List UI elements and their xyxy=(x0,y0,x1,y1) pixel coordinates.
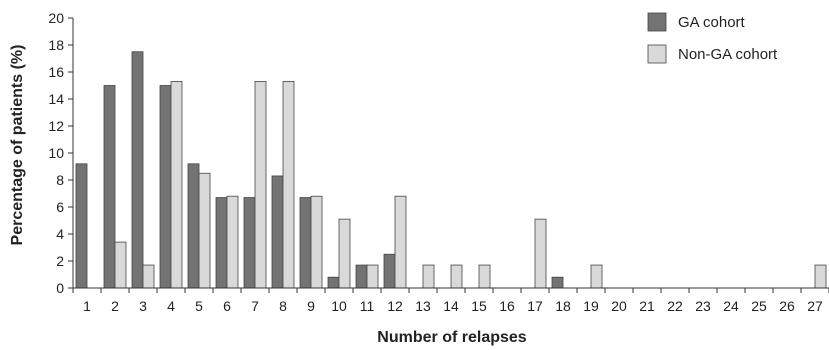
legend-label-non-ga: Non-GA cohort xyxy=(678,46,778,63)
bars-group xyxy=(75,51,827,289)
x-tick-label: 4 xyxy=(167,298,175,314)
bar-non-ga-cohort-5 xyxy=(198,172,211,289)
bar-non-ga-cohort-2 xyxy=(114,241,127,289)
y-tick-label: 16 xyxy=(48,64,64,80)
y-tick-label: 18 xyxy=(48,37,64,53)
x-tick-label: 14 xyxy=(443,298,459,314)
bar-ga-cohort-4 xyxy=(159,85,172,289)
x-tick-label: 21 xyxy=(639,298,655,314)
y-tick-label: 2 xyxy=(56,253,64,269)
legend: GA cohort Non-GA cohort xyxy=(647,12,778,64)
x-tick-label: 5 xyxy=(195,298,203,314)
x-tick-label: 18 xyxy=(555,298,571,314)
x-tick-label: 25 xyxy=(751,298,767,314)
y-tick-label: 10 xyxy=(48,145,64,161)
bar-ga-cohort-18 xyxy=(551,276,564,289)
bar-non-ga-cohort-10 xyxy=(338,218,351,289)
bar-ga-cohort-8 xyxy=(271,175,284,289)
x-tick-label: 6 xyxy=(223,298,231,314)
x-tick-label: 2 xyxy=(111,298,119,314)
legend-swatch-non-ga xyxy=(647,44,667,64)
bar-non-ga-cohort-8 xyxy=(282,81,295,289)
x-tick-label: 22 xyxy=(667,298,683,314)
x-tick-label: 7 xyxy=(251,298,259,314)
x-tick-label: 24 xyxy=(723,298,739,314)
legend-label-ga: GA cohort xyxy=(678,14,746,31)
x-tick-label: 20 xyxy=(611,298,627,314)
x-tick-label: 23 xyxy=(695,298,711,314)
x-tick-label: 11 xyxy=(360,298,375,314)
bar-ga-cohort-2 xyxy=(103,85,116,289)
bar-non-ga-cohort-12 xyxy=(394,195,407,289)
bar-non-ga-cohort-4 xyxy=(170,81,183,289)
y-tick-label: 14 xyxy=(48,91,64,107)
bar-non-ga-cohort-7 xyxy=(254,81,267,289)
bar-ga-cohort-6 xyxy=(215,197,228,289)
x-tick-label: 17 xyxy=(527,298,543,314)
bar-non-ga-cohort-6 xyxy=(226,195,239,289)
y-tick-label: 4 xyxy=(56,226,64,242)
bar-non-ga-cohort-11 xyxy=(366,264,379,289)
x-tick-label: 27 xyxy=(807,298,823,314)
x-tick-label: 26 xyxy=(779,298,795,314)
bar-non-ga-cohort-19 xyxy=(590,264,603,289)
y-tick-label: 20 xyxy=(48,10,64,26)
x-tick-label: 13 xyxy=(415,298,431,314)
x-tick-label: 15 xyxy=(471,298,487,314)
y-tick-label: 0 xyxy=(56,280,64,296)
x-tick-label: 3 xyxy=(139,298,147,314)
bar-ga-cohort-9 xyxy=(299,197,312,289)
bar-ga-cohort-1 xyxy=(75,163,88,289)
y-tick-label: 12 xyxy=(48,118,64,134)
bar-non-ga-cohort-17 xyxy=(534,218,547,289)
bar-ga-cohort-10 xyxy=(327,276,340,289)
bar-non-ga-cohort-9 xyxy=(310,195,323,289)
x-tick-label: 12 xyxy=(387,298,403,314)
y-tick-label: 6 xyxy=(56,199,64,215)
x-tick-label: 1 xyxy=(83,298,91,314)
bar-non-ga-cohort-3 xyxy=(142,264,155,289)
bar-ga-cohort-12 xyxy=(383,253,396,289)
bar-non-ga-cohort-27 xyxy=(814,264,827,289)
x-axis-title: Number of relapses xyxy=(377,329,526,346)
x-tick-label: 16 xyxy=(499,298,515,314)
bar-non-ga-cohort-14 xyxy=(450,264,463,289)
y-axis-title: Percentage of patients (%) xyxy=(9,45,26,246)
x-tick-label: 19 xyxy=(583,298,599,314)
y-axis-ticks: 0 2 4 6 8 10 12 14 16 18 20 xyxy=(48,10,73,296)
legend-swatch-ga xyxy=(647,12,667,32)
y-tick-label: 8 xyxy=(56,172,64,188)
bar-ga-cohort-11 xyxy=(355,264,368,289)
bar-non-ga-cohort-13 xyxy=(422,264,435,289)
x-tick-label: 9 xyxy=(307,298,315,314)
x-tick-label: 10 xyxy=(331,298,347,314)
bar-ga-cohort-3 xyxy=(131,51,144,289)
x-axis-ticks: 1 2 3 4 5 6 7 8 9 10 11 12 13 14 15 16 17 18 19 20 21 22 23 24 2… xyxy=(72,288,829,314)
x-tick-label: 8 xyxy=(279,298,287,314)
bar-non-ga-cohort-15 xyxy=(478,264,491,289)
bar-ga-cohort-5 xyxy=(187,163,200,289)
bar-ga-cohort-7 xyxy=(243,197,256,289)
